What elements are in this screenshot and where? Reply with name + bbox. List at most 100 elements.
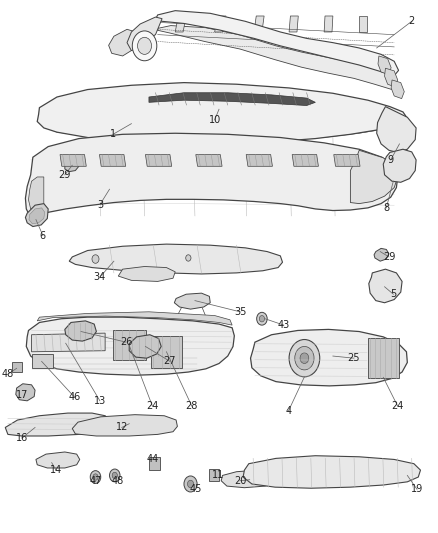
Circle shape [132, 31, 157, 61]
Circle shape [112, 472, 117, 479]
Circle shape [289, 340, 320, 377]
Text: 16: 16 [16, 433, 28, 443]
Circle shape [295, 346, 314, 370]
Polygon shape [127, 17, 162, 51]
Text: 1: 1 [110, 130, 116, 139]
Text: 47: 47 [89, 476, 102, 486]
Text: 28: 28 [186, 401, 198, 411]
Circle shape [257, 312, 267, 325]
Circle shape [90, 471, 101, 483]
Text: 12: 12 [116, 423, 128, 432]
Text: 3: 3 [97, 200, 103, 209]
Bar [209, 469, 219, 481]
Text: 25: 25 [348, 353, 360, 363]
Text: 20: 20 [234, 476, 246, 486]
Circle shape [138, 37, 152, 54]
Text: 48: 48 [2, 369, 14, 379]
Text: 48: 48 [111, 476, 124, 486]
Polygon shape [149, 93, 315, 106]
Bar [149, 457, 160, 470]
Text: 10: 10 [208, 115, 221, 125]
Polygon shape [36, 452, 80, 468]
Polygon shape [175, 16, 186, 32]
Text: 29: 29 [383, 252, 395, 262]
Polygon shape [44, 121, 399, 142]
Polygon shape [378, 56, 391, 75]
Polygon shape [350, 150, 398, 204]
Polygon shape [109, 29, 142, 56]
Text: 17: 17 [16, 391, 28, 400]
Polygon shape [383, 149, 416, 182]
Polygon shape [28, 177, 44, 210]
Polygon shape [324, 16, 333, 32]
Circle shape [259, 316, 265, 322]
Text: 24: 24 [392, 401, 404, 411]
Text: 8: 8 [383, 203, 389, 213]
Polygon shape [145, 155, 172, 166]
Polygon shape [29, 208, 45, 224]
Polygon shape [374, 248, 389, 261]
Text: 26: 26 [120, 337, 132, 347]
Polygon shape [289, 16, 298, 32]
Bar [32, 354, 53, 368]
Circle shape [186, 255, 191, 261]
Polygon shape [65, 161, 79, 172]
Polygon shape [254, 16, 264, 32]
Polygon shape [129, 335, 161, 358]
Text: 46: 46 [68, 392, 81, 402]
Circle shape [110, 469, 120, 482]
Text: 2: 2 [409, 17, 415, 26]
Polygon shape [391, 80, 404, 99]
Polygon shape [37, 312, 232, 325]
Polygon shape [25, 133, 398, 216]
Text: 11: 11 [212, 471, 224, 480]
Text: 44: 44 [146, 455, 159, 464]
Circle shape [92, 255, 99, 263]
Polygon shape [215, 16, 226, 32]
Polygon shape [118, 266, 175, 281]
Polygon shape [292, 155, 318, 166]
Text: 13: 13 [94, 396, 106, 406]
Text: 4: 4 [285, 407, 291, 416]
Polygon shape [196, 155, 222, 166]
Bar [12, 362, 22, 372]
Polygon shape [16, 384, 35, 401]
Text: 24: 24 [146, 401, 159, 411]
Circle shape [93, 474, 98, 480]
Polygon shape [69, 244, 283, 274]
Polygon shape [334, 155, 360, 166]
Polygon shape [246, 155, 272, 166]
Text: 19: 19 [411, 484, 423, 494]
Polygon shape [153, 26, 396, 90]
Polygon shape [26, 317, 234, 375]
Polygon shape [385, 68, 398, 87]
Bar [151, 336, 182, 368]
Text: 29: 29 [59, 170, 71, 180]
Polygon shape [32, 333, 105, 352]
Polygon shape [5, 413, 110, 436]
Bar [113, 330, 146, 360]
Polygon shape [221, 470, 279, 488]
Text: 5: 5 [390, 289, 396, 299]
Polygon shape [25, 204, 48, 227]
Polygon shape [99, 155, 126, 166]
Circle shape [187, 480, 194, 488]
Polygon shape [377, 107, 416, 152]
Text: 27: 27 [164, 357, 176, 366]
Polygon shape [155, 11, 399, 76]
Polygon shape [37, 83, 407, 143]
Polygon shape [369, 269, 402, 303]
Bar [368, 338, 399, 378]
Text: 34: 34 [94, 272, 106, 282]
Polygon shape [65, 321, 96, 341]
Text: 43: 43 [278, 320, 290, 330]
Polygon shape [251, 329, 407, 386]
Circle shape [300, 353, 309, 364]
Polygon shape [174, 293, 210, 309]
Text: 9: 9 [388, 155, 394, 165]
Polygon shape [243, 456, 420, 488]
Text: 6: 6 [40, 231, 46, 240]
Text: 45: 45 [190, 484, 202, 494]
Text: 35: 35 [234, 307, 246, 317]
Circle shape [184, 476, 197, 492]
